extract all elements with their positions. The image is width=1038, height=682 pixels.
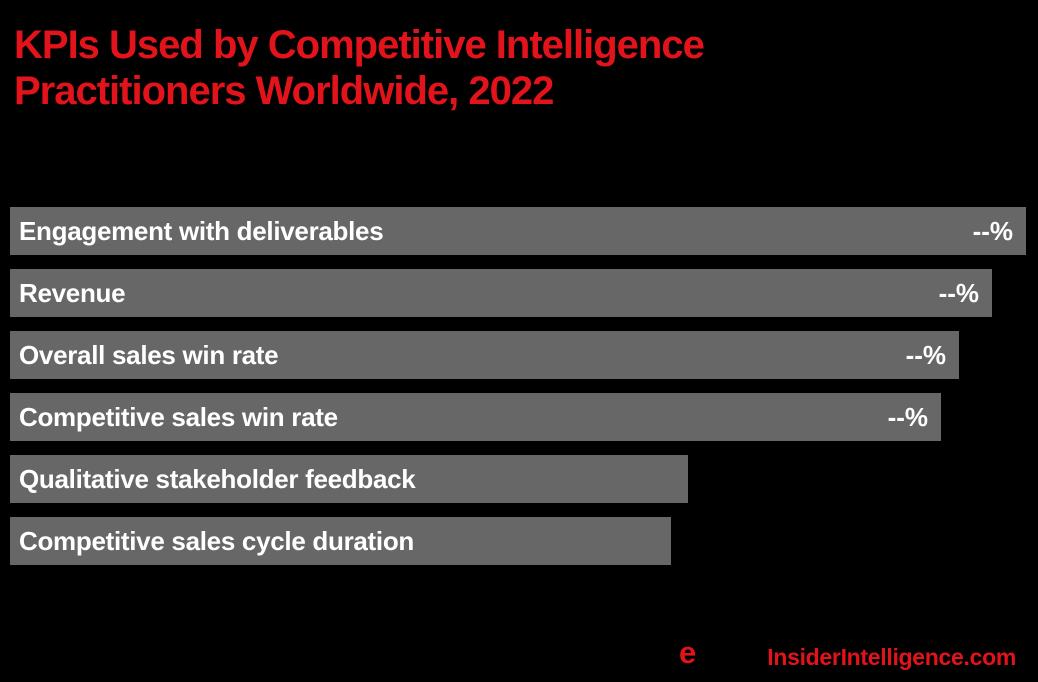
bar-label: Overall sales win rate xyxy=(19,339,279,370)
bar-value: --% xyxy=(972,215,1013,246)
bar-label: Competitive sales win rate xyxy=(19,401,338,432)
bar-label: Qualitative stakeholder feedback xyxy=(19,463,416,494)
bar-row-overall-sales-win-rate: Overall sales win rate --% xyxy=(10,331,959,379)
insider-intelligence-url: InsiderIntelligence.com xyxy=(767,644,1016,670)
bar-label: Engagement with deliverables xyxy=(19,215,384,246)
bar-row-competitive-sales-cycle-duration: Competitive sales cycle duration xyxy=(10,517,671,565)
bar-value: --% xyxy=(887,401,928,432)
emarketer-logo-e: e xyxy=(679,635,697,670)
bar-value: --% xyxy=(905,339,946,370)
bar-row-competitive-sales-win-rate: Competitive sales win rate --% xyxy=(10,393,941,441)
bar-chart: Engagement with deliverables --% Revenue… xyxy=(10,207,1038,579)
chart-title-line1: KPIs Used by Competitive Intelligence xyxy=(14,23,705,67)
bar-value: --% xyxy=(938,277,979,308)
bar-row-qualitative-stakeholder-feedback: Qualitative stakeholder feedback xyxy=(10,455,688,503)
chart-title-line2: Practitioners Worldwide, 2022 xyxy=(14,69,554,113)
bar-row-engagement-with-deliverables: Engagement with deliverables --% xyxy=(10,207,1026,255)
bar-row-revenue: Revenue --% xyxy=(10,269,992,317)
bar-label: Competitive sales cycle duration xyxy=(19,525,414,556)
chart-title: KPIs Used by Competitive Intelligence Pr… xyxy=(14,22,705,114)
bar-label: Revenue xyxy=(19,277,126,308)
